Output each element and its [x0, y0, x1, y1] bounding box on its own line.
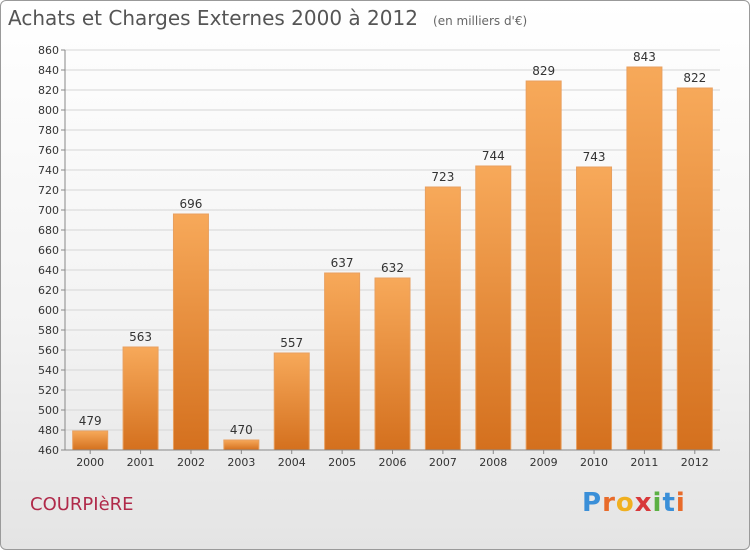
chart-header: Achats et Charges Externes 2000 à 2012 (… [8, 6, 527, 30]
x-tick-label: 2003 [227, 456, 255, 469]
y-tick-label: 500 [38, 404, 59, 417]
y-tick-label: 580 [38, 324, 59, 337]
x-tick-label: 2012 [681, 456, 709, 469]
y-tick-label: 760 [38, 144, 59, 157]
logo-letter: x [634, 488, 653, 518]
y-tick-label: 840 [38, 64, 59, 77]
y-tick-label: 860 [38, 44, 59, 57]
chart-title: Achats et Charges Externes 2000 à 2012 [8, 6, 418, 30]
bar-value-label: 470 [230, 423, 253, 437]
bar [576, 166, 613, 451]
bar-value-label: 723 [431, 170, 454, 184]
bar-value-label: 637 [331, 256, 354, 270]
bar-value-label: 632 [381, 261, 404, 275]
logo-letter: i [675, 488, 686, 518]
x-tick-label: 2010 [580, 456, 608, 469]
bar-value-label: 743 [583, 150, 606, 164]
y-tick-label: 480 [38, 424, 59, 437]
y-tick-label: 620 [38, 284, 59, 297]
bar [172, 213, 209, 451]
bars: 479 563 696 470 557 637 632 723 744 829 743 843 822 [72, 50, 713, 451]
x-tick-label: 2005 [328, 456, 356, 469]
y-tick-label: 780 [38, 124, 59, 137]
logo-letter: o [615, 488, 635, 518]
y-tick-label: 800 [38, 104, 59, 117]
y-tick-label: 700 [38, 204, 59, 217]
bar-value-label: 843 [633, 50, 656, 64]
bar [424, 186, 461, 451]
x-tick-label: 2011 [630, 456, 658, 469]
y-tick-label: 640 [38, 264, 59, 277]
bar-value-label: 696 [180, 197, 203, 211]
logo-letter: P [582, 488, 603, 518]
y-tick-label: 720 [38, 184, 59, 197]
y-tick-label: 740 [38, 164, 59, 177]
bar [72, 430, 109, 451]
x-tick-label: 2009 [530, 456, 558, 469]
x-tick-label: 2006 [379, 456, 407, 469]
bar-value-label: 822 [683, 71, 706, 85]
y-tick-label: 540 [38, 364, 59, 377]
x-axis: 2000 2001 2002 2003 2004 2005 2006 2007 2008 2009… [65, 449, 720, 469]
y-tick-label: 680 [38, 224, 59, 237]
x-tick-label: 2007 [429, 456, 457, 469]
bar [324, 272, 361, 451]
bar [223, 439, 260, 451]
x-tick-label: 2000 [76, 456, 104, 469]
chart-subtitle: (en milliers d'€) [433, 14, 528, 28]
bar [525, 80, 562, 451]
bar-value-label: 744 [482, 149, 505, 163]
y-tick-label: 820 [38, 84, 59, 97]
logo-letter: i [652, 488, 663, 518]
x-tick-label: 2001 [127, 456, 155, 469]
y-tick-label: 600 [38, 304, 59, 317]
bar [676, 87, 713, 451]
bar [122, 346, 159, 451]
y-axis: 460 480 500 520 540 560 580 600 620 640 660 680 700 7… [38, 44, 66, 457]
town-name: COURPIèRE [30, 494, 134, 515]
y-tick-label: 660 [38, 244, 59, 257]
y-tick-label: 520 [38, 384, 59, 397]
bar [273, 352, 310, 451]
x-tick-label: 2004 [278, 456, 306, 469]
bar-value-label: 479 [79, 414, 102, 428]
y-tick-label: 560 [38, 344, 59, 357]
logo-letter: t [662, 488, 676, 518]
proxiti-logo: Proxiti [582, 488, 686, 518]
y-tick-label: 460 [38, 444, 59, 457]
logo-letter: r [602, 488, 616, 518]
bar [475, 165, 512, 451]
bar [374, 277, 411, 451]
bar-value-label: 557 [280, 336, 303, 350]
x-tick-label: 2002 [177, 456, 205, 469]
bar-value-label: 563 [129, 330, 152, 344]
bar [626, 66, 663, 451]
bar-value-label: 829 [532, 64, 555, 78]
x-tick-label: 2008 [479, 456, 507, 469]
